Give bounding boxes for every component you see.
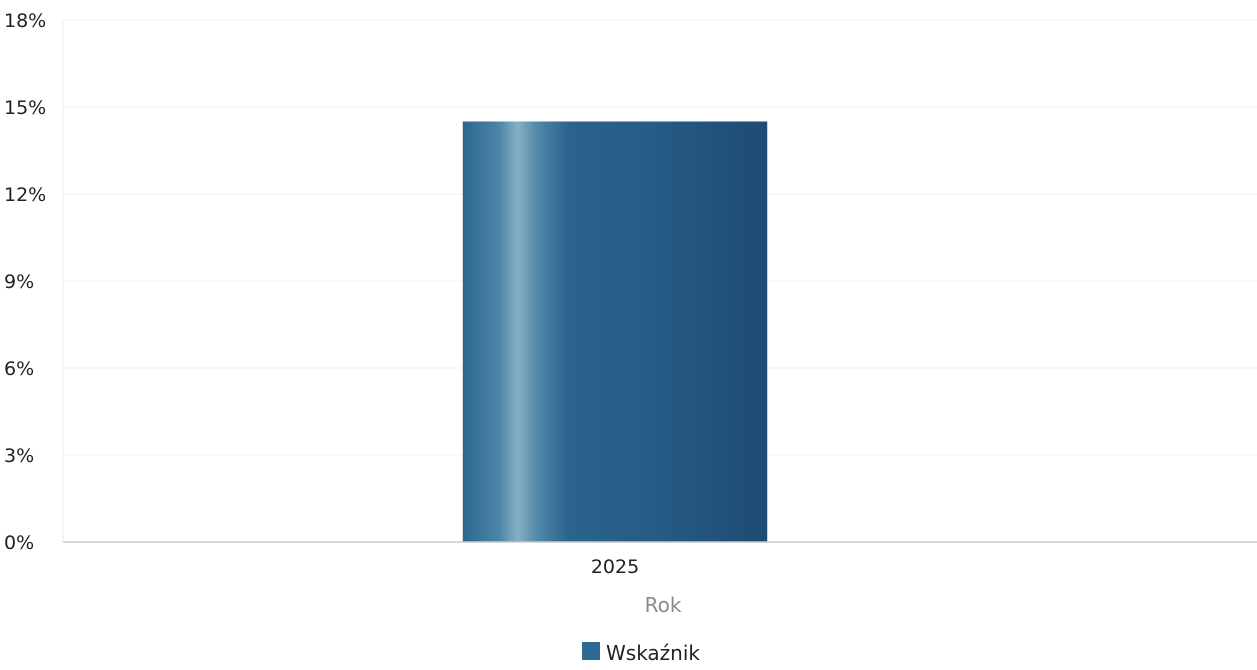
legend-swatch-wskaznik [582,642,600,660]
x-axis-ticks: 2025 [591,556,639,578]
legend-label-wskaznik: Wskaźnik [606,641,700,665]
y-axis-ticks: 0% 3% 6% 9% 12% 15% 18% [4,10,46,554]
y-tick-label-3: 3% [4,445,34,467]
y-tick-label-6: 6% [4,358,34,380]
y-tick-label-18: 18% [4,10,46,32]
bars [462,121,768,542]
y-tick-label-12: 12% [4,184,46,206]
legend: Wskaźnik [582,641,700,665]
bar-2025 [462,121,768,542]
x-tick-label-2025: 2025 [591,556,639,578]
y-tick-label-0: 0% [4,532,34,554]
x-axis-title: Rok [645,593,682,617]
y-tick-label-9: 9% [4,271,34,293]
axes [62,20,1257,543]
y-tick-label-15: 15% [4,97,46,119]
